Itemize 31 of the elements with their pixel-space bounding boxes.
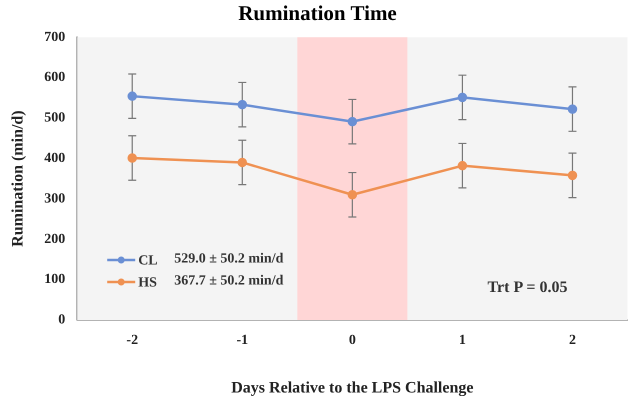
- legend-label: CL: [138, 254, 158, 269]
- y-tick-label: 200: [44, 232, 66, 247]
- x-tick-label: 0: [348, 333, 356, 348]
- y-tick-label: 700: [44, 30, 66, 45]
- y-tick-label: 400: [44, 151, 66, 166]
- y-tick-label: 600: [44, 70, 66, 86]
- point: [348, 116, 358, 126]
- y-tick-label: 500: [44, 110, 66, 126]
- point: [238, 158, 248, 168]
- y-tick-label: 100: [44, 272, 66, 288]
- annotation: 367.7 ± 50.2 min/d: [174, 274, 284, 289]
- y-tick-label: 300: [44, 191, 66, 206]
- annotation: Trt P = 0.05: [488, 279, 568, 296]
- point: [568, 170, 578, 180]
- point: [458, 92, 468, 102]
- chart-title: Rumination Time: [238, 1, 397, 26]
- x-tick-label: 1: [458, 333, 466, 348]
- annotation: 529.0 ± 50.2 min/d: [174, 252, 284, 267]
- y-tick-label: 0: [58, 312, 66, 328]
- point: [348, 190, 358, 200]
- x-tick-label: -2: [126, 333, 138, 348]
- point: [127, 91, 137, 101]
- point: [458, 160, 468, 170]
- point: [127, 153, 137, 163]
- point: [568, 104, 578, 114]
- point: [238, 100, 248, 110]
- x-tick-label: 2: [568, 333, 576, 348]
- y-axis-title: Rumination (min/d): [10, 110, 27, 247]
- x-axis-title: Days Relative to the LPS Challenge: [231, 380, 474, 397]
- legend-label: HS: [138, 276, 158, 291]
- x-tick-label: -1: [236, 333, 248, 348]
